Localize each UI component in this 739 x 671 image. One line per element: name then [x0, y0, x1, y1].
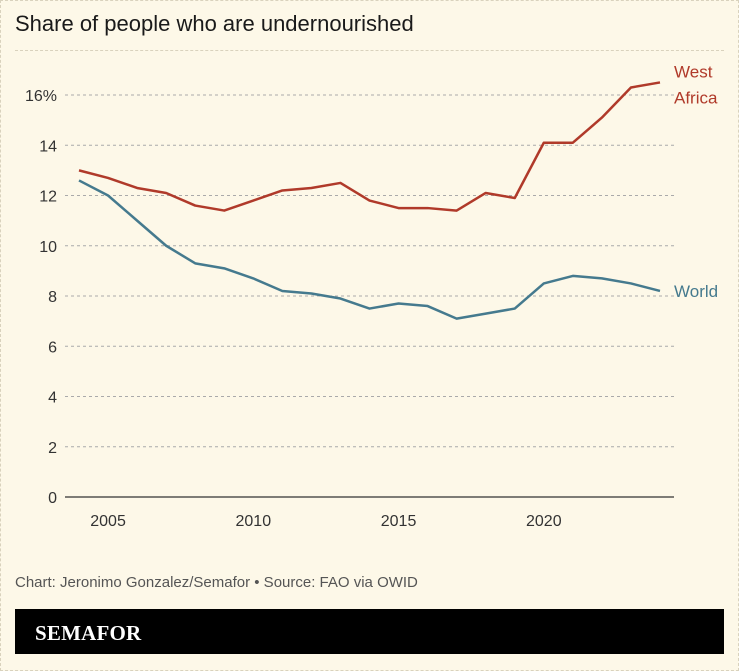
x-tick-label: 2015: [381, 513, 417, 530]
title-divider: [15, 50, 724, 51]
series-line-west-africa: [78, 81, 661, 212]
series-line-world: [78, 179, 661, 320]
y-tick-label: 14: [39, 138, 57, 155]
y-tick-label: 10: [39, 239, 57, 256]
y-tick-label: 12: [39, 189, 57, 206]
footer-bar: SEMAFOR: [15, 609, 724, 654]
semafor-logo: SEMAFOR: [35, 621, 142, 645]
x-tick-label: 2005: [90, 513, 126, 530]
y-tick-label: 0: [48, 490, 57, 507]
y-tick-label: 2: [48, 440, 57, 457]
x-tick-label: 2010: [236, 513, 272, 530]
y-tick-label: 4: [48, 390, 57, 407]
x-tick-label: 2020: [526, 513, 562, 530]
y-tick-label: 6: [48, 339, 57, 356]
series-label-world: World: [674, 282, 718, 301]
series-label-west-africa: West Africa: [674, 62, 718, 107]
y-tick-label: 8: [48, 289, 57, 306]
chart-credit: Chart: Jeronimo Gonzalez/Semafor • Sourc…: [15, 574, 418, 591]
y-tick-label: 16%: [25, 88, 57, 105]
line-chart: 0 2 4 6 8 10 12 14 16% 2005 2010 2015 2020 West Africa…: [25, 62, 718, 530]
chart-title: Share of people who are undernourished: [15, 11, 414, 36]
